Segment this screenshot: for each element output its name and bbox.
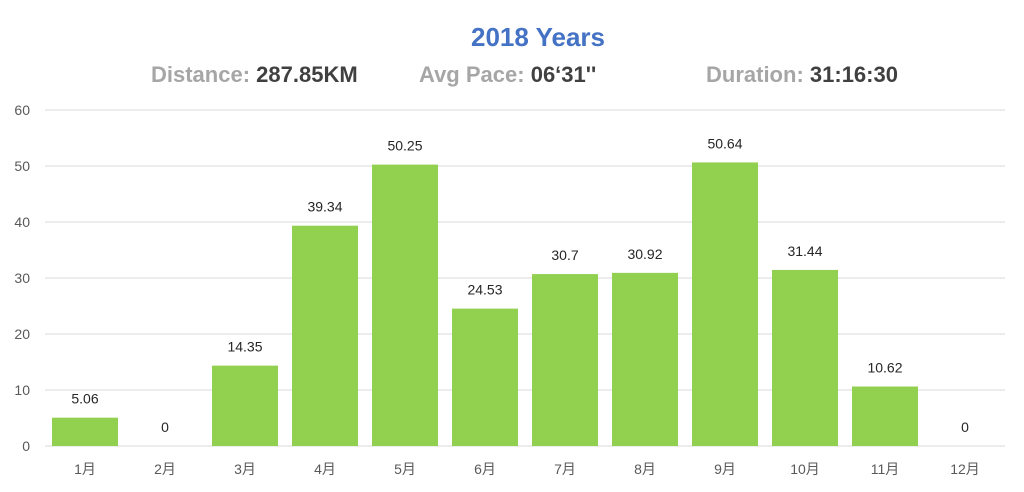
data-label: 50.64 bbox=[707, 135, 742, 151]
pace-label: Avg Pace: bbox=[419, 62, 525, 87]
data-label: 30.92 bbox=[627, 246, 662, 262]
data-label: 5.06 bbox=[71, 391, 98, 407]
x-tick-label: 6月 bbox=[474, 461, 496, 477]
pace-value: 06‘31'' bbox=[530, 62, 597, 87]
bar bbox=[372, 164, 438, 446]
y-tick-label: 40 bbox=[14, 214, 30, 230]
x-tick-label: 9月 bbox=[714, 461, 736, 477]
x-tick-label: 7月 bbox=[554, 461, 576, 477]
data-label: 50.25 bbox=[387, 138, 422, 154]
y-tick-label: 60 bbox=[14, 102, 30, 118]
x-tick-label: 3月 bbox=[234, 461, 256, 477]
data-label: 30.7 bbox=[551, 247, 578, 263]
duration-stat: Duration: 31:16:30 bbox=[706, 62, 898, 88]
stats-row: Distance: 287.85KM Avg Pace: 06‘31'' Dur… bbox=[0, 62, 1024, 94]
data-label: 24.53 bbox=[467, 282, 502, 298]
bar bbox=[52, 417, 118, 446]
x-tick-label: 4月 bbox=[314, 461, 336, 477]
x-tick-label: 5月 bbox=[394, 461, 416, 477]
x-tick-label: 12月 bbox=[950, 461, 980, 477]
y-tick-label: 50 bbox=[14, 158, 30, 174]
y-tick-label: 10 bbox=[14, 382, 30, 398]
bar bbox=[212, 365, 278, 446]
distance-value: 287.85KM bbox=[256, 62, 358, 87]
x-tick-label: 11月 bbox=[871, 461, 900, 477]
data-label: 14.35 bbox=[227, 339, 262, 355]
x-tick-label: 2月 bbox=[154, 461, 176, 477]
bar bbox=[292, 225, 358, 446]
pace-stat: Avg Pace: 06‘31'' bbox=[419, 62, 596, 88]
bar bbox=[692, 162, 758, 446]
data-label: 0 bbox=[161, 419, 169, 435]
bar bbox=[772, 269, 838, 446]
bar bbox=[852, 386, 918, 446]
data-label: 0 bbox=[961, 419, 969, 435]
x-tick-label: 10月 bbox=[790, 461, 820, 477]
x-tick-label: 1月 bbox=[74, 461, 96, 477]
distance-stat: Distance: 287.85KM bbox=[151, 62, 358, 88]
bar bbox=[532, 274, 598, 446]
duration-label: Duration: bbox=[706, 62, 804, 87]
data-label: 31.44 bbox=[787, 243, 822, 259]
data-label: 39.34 bbox=[307, 199, 342, 215]
x-tick-label: 8月 bbox=[634, 461, 656, 477]
bar bbox=[452, 308, 518, 446]
y-tick-label: 0 bbox=[22, 438, 30, 454]
distance-label: Distance: bbox=[151, 62, 251, 87]
y-tick-label: 20 bbox=[14, 326, 30, 342]
y-tick-label: 30 bbox=[14, 270, 30, 286]
chart-title: 2018 Years bbox=[471, 22, 605, 52]
duration-value: 31:16:30 bbox=[809, 62, 898, 87]
bar bbox=[612, 272, 678, 446]
data-label: 10.62 bbox=[867, 360, 902, 376]
